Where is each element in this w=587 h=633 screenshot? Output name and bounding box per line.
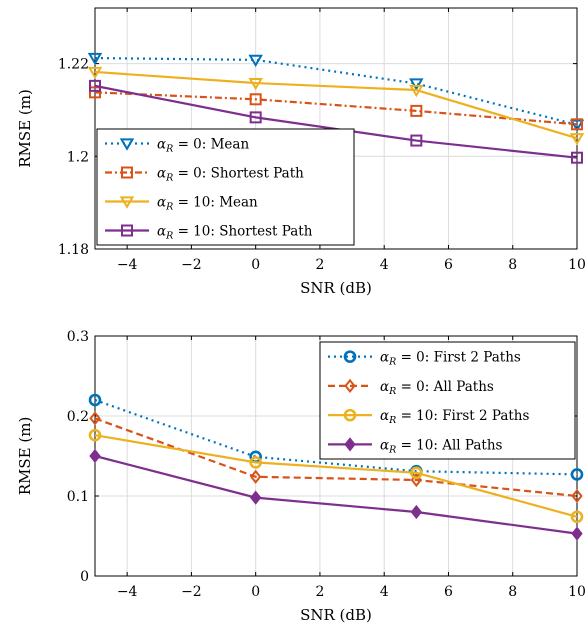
legend-entry-label: αR = 10: Shortest Path (157, 224, 313, 242)
x-tick-label: 4 (380, 584, 389, 600)
y-tick-label: 0 (80, 569, 89, 585)
data-point (88, 428, 102, 442)
data-point (410, 104, 423, 117)
legend-entry-label: αR = 10: First 2 Paths (380, 408, 530, 426)
legend-marker (343, 350, 357, 363)
series-line (94, 454, 578, 535)
series-line (94, 417, 578, 498)
y-tick-label: 0.1 (67, 489, 89, 505)
data-point (410, 466, 423, 480)
chart-top: −4 −2 0 2 4 6 8 10 1.18 1.2 1.22 SNR (dB) RMSE (m) αR… (16, 7, 586, 297)
series-line (94, 398, 578, 476)
legend-entry-label: αR = 0: Shortest Path (157, 166, 304, 184)
series-line (94, 56, 578, 126)
legend-marker (119, 138, 135, 151)
x-tick-label: 0 (251, 584, 260, 600)
data-point (570, 510, 584, 524)
data-point (248, 77, 263, 91)
data-point (87, 66, 103, 80)
y-axis-label: RMSE (m) (16, 89, 34, 168)
y-axis-label: RMSE (m) (16, 417, 34, 496)
legend-box (96, 128, 355, 246)
legend-entry-label: αR = 0: All Paths (380, 379, 494, 397)
legend-entry-label: αR = 10: Mean (157, 195, 258, 213)
data-point (410, 504, 423, 520)
x-tick-label: 10 (568, 257, 586, 273)
legend-entry-label: αR = 10: All Paths (380, 437, 503, 455)
x-tick-label: 6 (444, 257, 453, 273)
x-axis-label: SNR (dB) (300, 606, 372, 624)
x-tick-label: 10 (568, 584, 586, 600)
y-tick-label: 1.22 (58, 57, 89, 73)
y-tick-label: 0.3 (67, 329, 89, 345)
data-point (249, 456, 262, 469)
data-point (88, 393, 102, 407)
legend-marker (343, 408, 357, 422)
legend-marker (344, 378, 356, 393)
data-point (569, 133, 585, 146)
data-point (89, 448, 101, 464)
x-tick-label: −4 (117, 257, 138, 273)
y-tick-label: 1.2 (67, 149, 89, 165)
x-tick-label: 2 (315, 257, 324, 273)
x-tick-label: −4 (117, 584, 138, 600)
data-point (249, 93, 262, 106)
data-point (570, 468, 584, 481)
series-line (94, 434, 578, 518)
data-point (410, 134, 423, 147)
legend-entry-label: αR = 0: First 2 Paths (380, 350, 521, 368)
data-point (569, 119, 585, 132)
data-point (409, 84, 424, 98)
x-tick-label: −2 (181, 257, 202, 273)
data-point (571, 488, 583, 504)
x-tick-label: 8 (508, 584, 517, 600)
legend-marker (344, 437, 356, 452)
data-point (571, 526, 583, 541)
y-tick-label: 0.2 (67, 409, 89, 425)
data-point (249, 111, 262, 124)
data-point (89, 86, 101, 99)
y-tick-label: 1.18 (58, 242, 89, 258)
legend-marker (121, 166, 133, 179)
data-point (249, 490, 262, 505)
data-point (249, 469, 262, 484)
chart-bottom: −4 −2 0 2 4 6 8 10 0 0.1 0.2 0.3 SNR (dB) RMSE (m) αR … (16, 329, 586, 624)
data-point (248, 54, 263, 68)
data-point (89, 79, 101, 92)
legend-box (319, 341, 576, 460)
data-point (89, 411, 101, 426)
x-tick-label: 0 (251, 257, 260, 273)
legend-entry-label: αR = 0: Mean (157, 137, 249, 155)
data-point (571, 151, 583, 164)
x-tick-label: 2 (315, 584, 324, 600)
x-tick-label: 6 (444, 584, 453, 600)
data-point (409, 78, 424, 91)
series-line (94, 70, 578, 140)
x-axis-label: SNR (dB) (300, 279, 372, 297)
legend-marker (121, 224, 133, 237)
series-line (94, 91, 578, 126)
x-tick-label: −2 (181, 584, 202, 600)
data-point (571, 118, 583, 131)
data-point (87, 52, 103, 66)
x-tick-label: 8 (508, 257, 517, 273)
x-tick-label: 4 (380, 257, 389, 273)
legend-marker (119, 196, 135, 209)
